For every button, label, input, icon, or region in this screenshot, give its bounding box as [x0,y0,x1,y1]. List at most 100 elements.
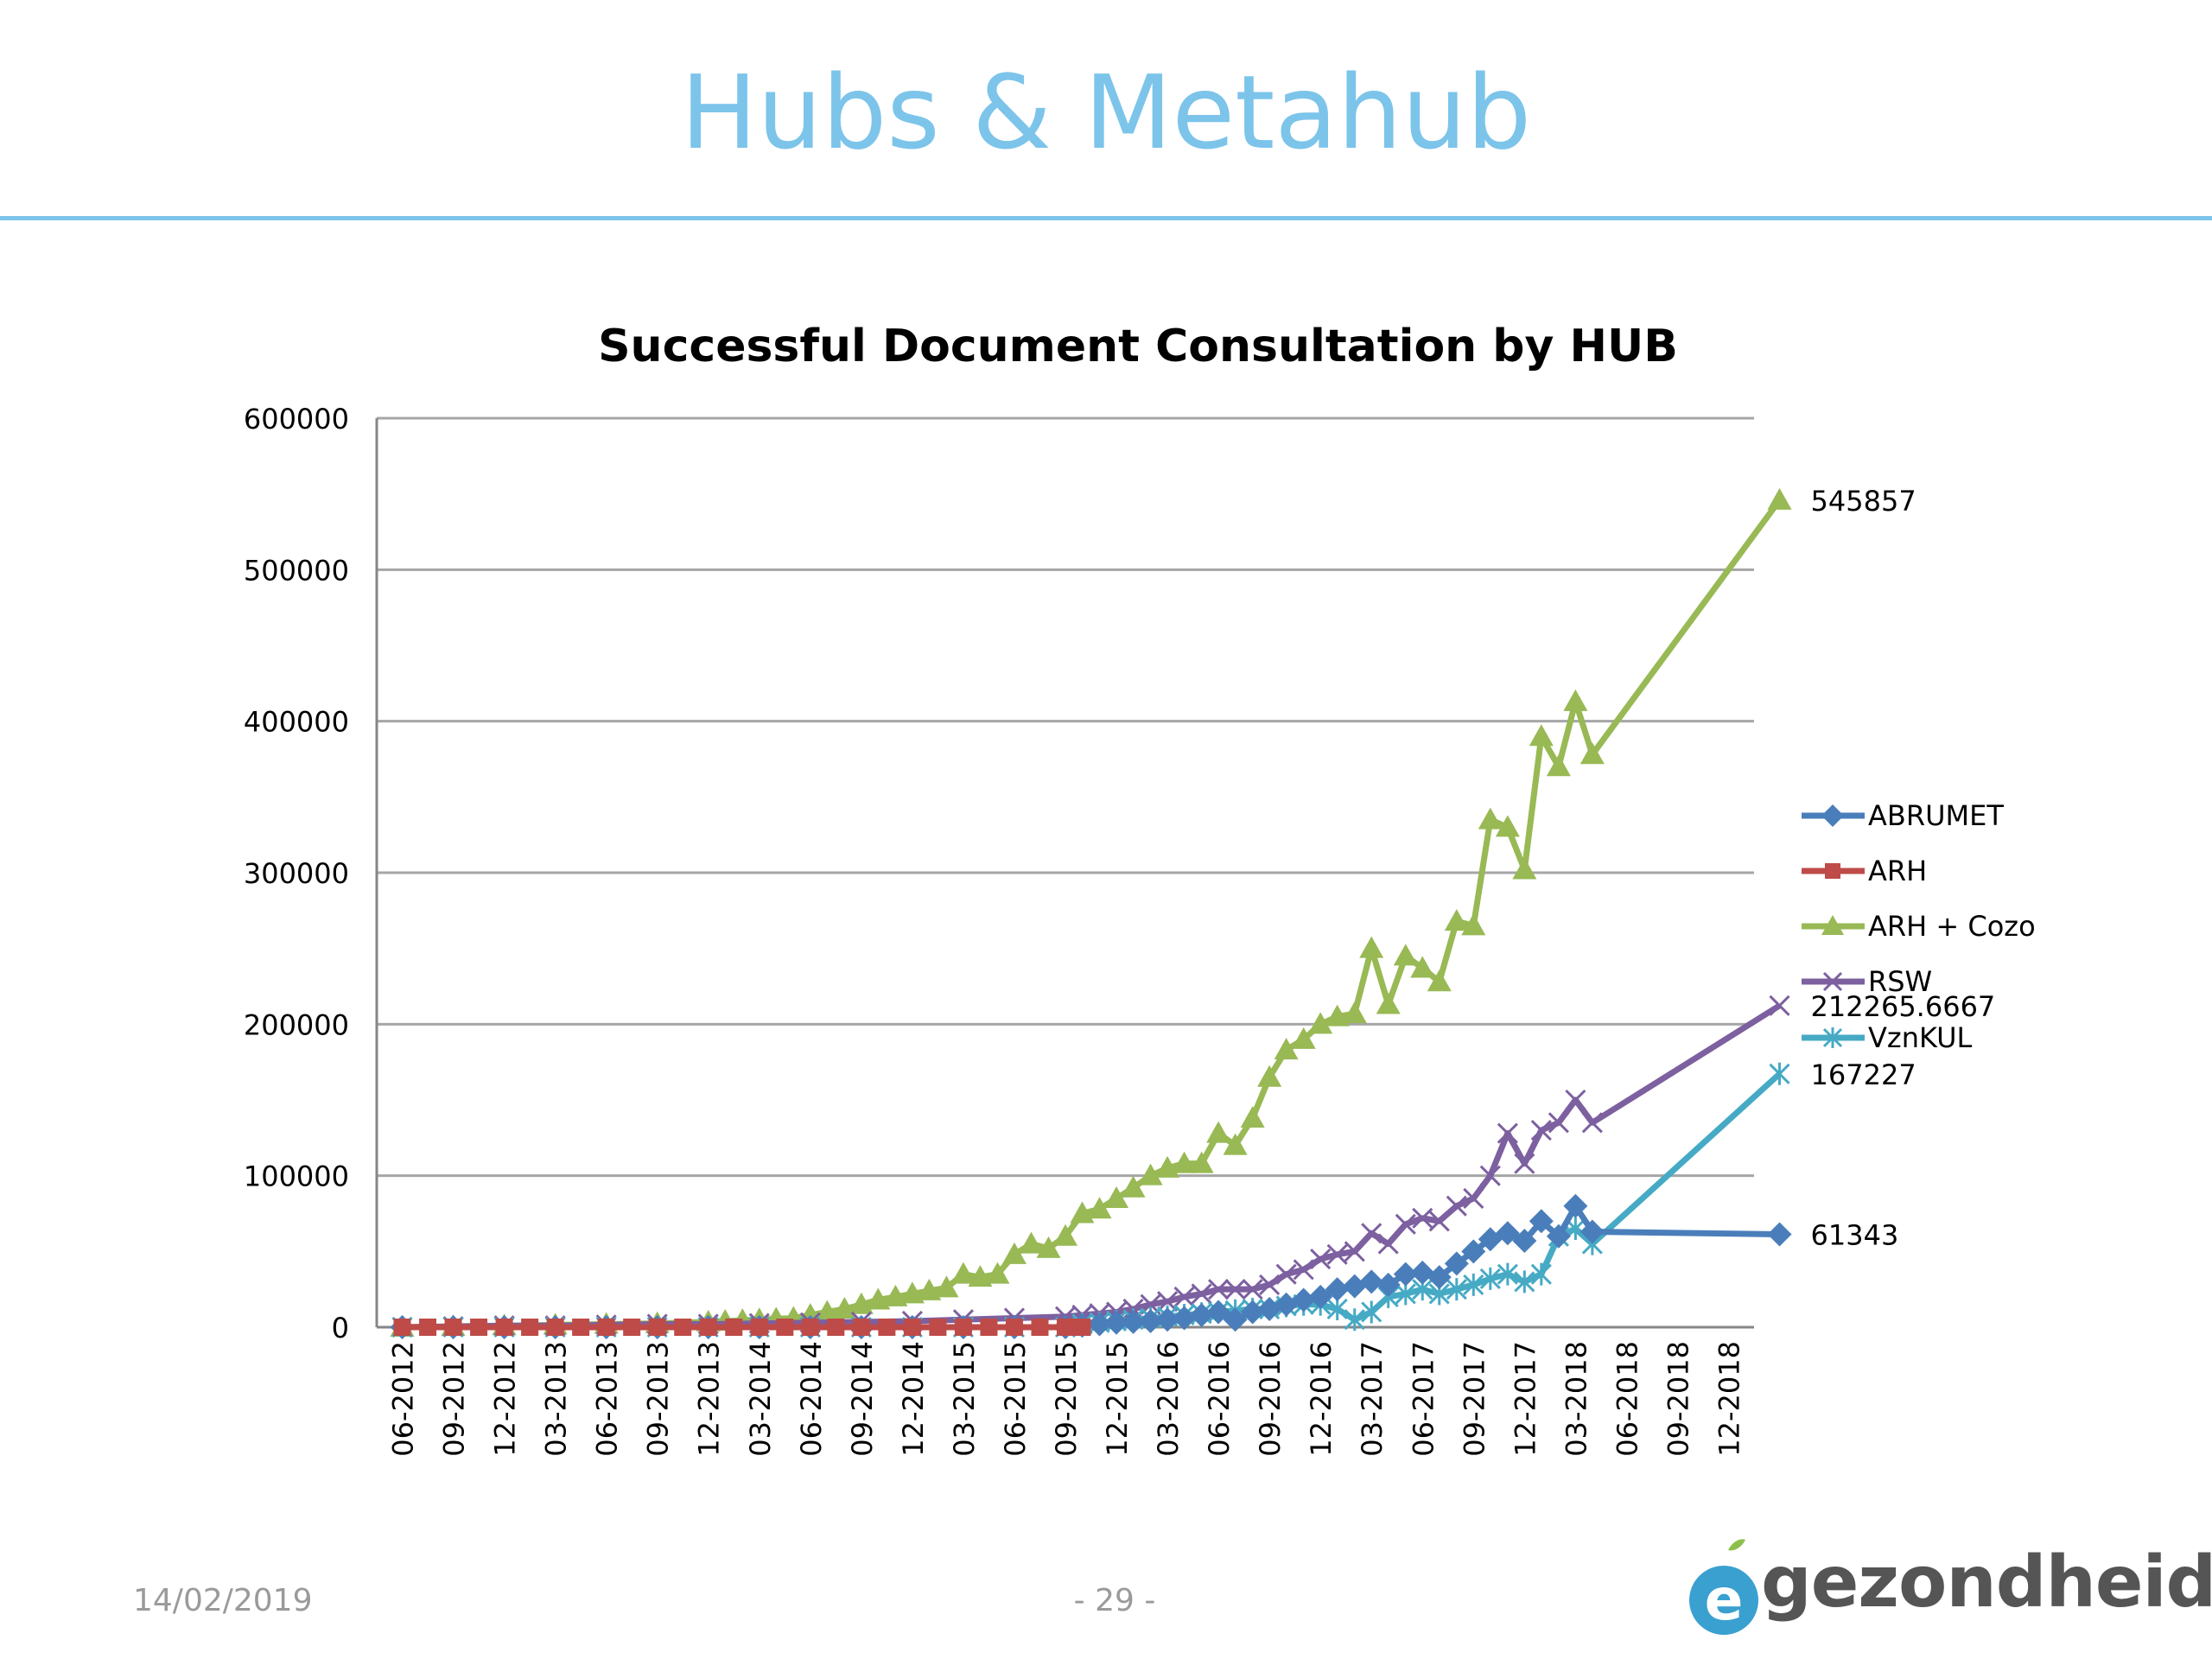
data-point [899,1281,925,1304]
data-point [1769,995,1790,1016]
data-point [1512,857,1537,880]
logo-e-icon: e [1689,1539,1758,1635]
data-point [572,1319,590,1336]
data-point [1073,1319,1091,1336]
data-point [1548,1112,1569,1134]
x-tick-label: 09-2018 [1662,1341,1694,1457]
data-point [1057,1319,1074,1336]
data-point [1376,992,1401,1014]
data-point [1479,1165,1501,1186]
x-tick-label: 03-2016 [1152,1341,1185,1457]
data-point [1497,1262,1518,1286]
data-point [1053,1224,1077,1246]
data-point [1224,1279,1246,1300]
data-point [1446,1195,1467,1217]
data-point [1259,1274,1281,1295]
data-point [954,1319,972,1336]
data-point [1138,1308,1163,1333]
data-point [1514,1270,1535,1294]
data-point [1206,1300,1231,1325]
data-point [1189,1302,1214,1327]
series-rsw [391,995,1790,1338]
data-point [1529,724,1554,747]
chart-title: Successful Document Consultation by HUB [598,321,1678,372]
data-point [1463,1273,1484,1296]
y-tick-label: 300000 [244,857,349,890]
data-point [1274,1038,1299,1060]
series-arh [393,1319,1091,1336]
data-point [1344,1241,1365,1262]
egezondheid-logo: e gezondheid [1685,1538,2212,1642]
data-point [1036,1236,1061,1258]
data-point [674,1319,692,1336]
data-point [1019,1231,1044,1254]
data-point [1257,1065,1282,1087]
x-tick-label: 12-2014 [897,1341,930,1457]
data-point [419,1319,437,1336]
y-tick-label: 400000 [244,706,349,739]
data-point [1223,1307,1248,1332]
data-point [929,1319,947,1336]
data-label: 61343 [1811,1218,1899,1251]
data-point [699,1319,717,1336]
data-point [1581,1112,1603,1134]
x-tick-label: 09-2015 [1050,1341,1083,1457]
data-point [1546,1224,1571,1249]
data-point [1325,1277,1350,1302]
x-tick-label: 09-2014 [846,1341,879,1457]
data-point [1461,1239,1486,1264]
data-point [1427,1265,1452,1290]
data-point [1031,1319,1049,1336]
data-point [623,1319,641,1336]
data-point [980,1319,998,1336]
data-point [1104,1185,1129,1208]
legend-item: ARH + Cozo [1802,910,2036,943]
data-point [1326,1297,1348,1320]
y-tick-label: 100000 [244,1160,349,1193]
legend-label: VznKUL [1868,1021,1973,1054]
data-point [521,1319,539,1336]
data-point [1325,1004,1350,1027]
data-point [1410,1260,1435,1285]
data-point [1242,1279,1263,1300]
data-point [1326,1243,1348,1265]
data-point [776,1319,794,1336]
data-point [1767,487,1792,510]
series-line [402,1002,1782,1331]
data-point [1223,1133,1248,1155]
data-point [1478,807,1503,830]
data-point [1444,909,1469,931]
data-point [393,1319,411,1336]
data-point [1822,1027,1843,1048]
x-tick-label: 06-2018 [1611,1341,1643,1457]
data-point [1157,1291,1179,1313]
data-point [750,1319,768,1336]
legend-item: ARH [1802,855,1927,887]
data-point [1376,1272,1401,1297]
data-point [1087,1197,1112,1219]
legend-item: VznKUL [1802,1021,1973,1054]
data-point [1274,1292,1299,1317]
data-point [1310,1249,1332,1270]
legend-label: RSW [1868,965,1932,998]
data-point [950,1262,976,1284]
data-point [1172,1151,1197,1173]
data-point [495,1319,513,1336]
legend-item: ABRUMET [1802,799,2004,832]
footer-date: 14/02/2019 [133,1583,313,1618]
data-point [968,1265,993,1287]
data-point [1427,969,1452,992]
data-point [1359,1269,1384,1294]
data-point [1172,1306,1197,1331]
data-point [1342,1274,1367,1299]
data-label: 212265.6667 [1811,990,1996,1023]
data-point [1275,1263,1297,1285]
data-point [1361,1300,1382,1324]
data-point [1291,1287,1316,1313]
legend-label: ARH [1868,855,1927,887]
data-point [1410,956,1435,978]
data-point [801,1319,819,1336]
data-point [852,1319,870,1336]
x-tick-label: 03-2017 [1356,1341,1389,1457]
